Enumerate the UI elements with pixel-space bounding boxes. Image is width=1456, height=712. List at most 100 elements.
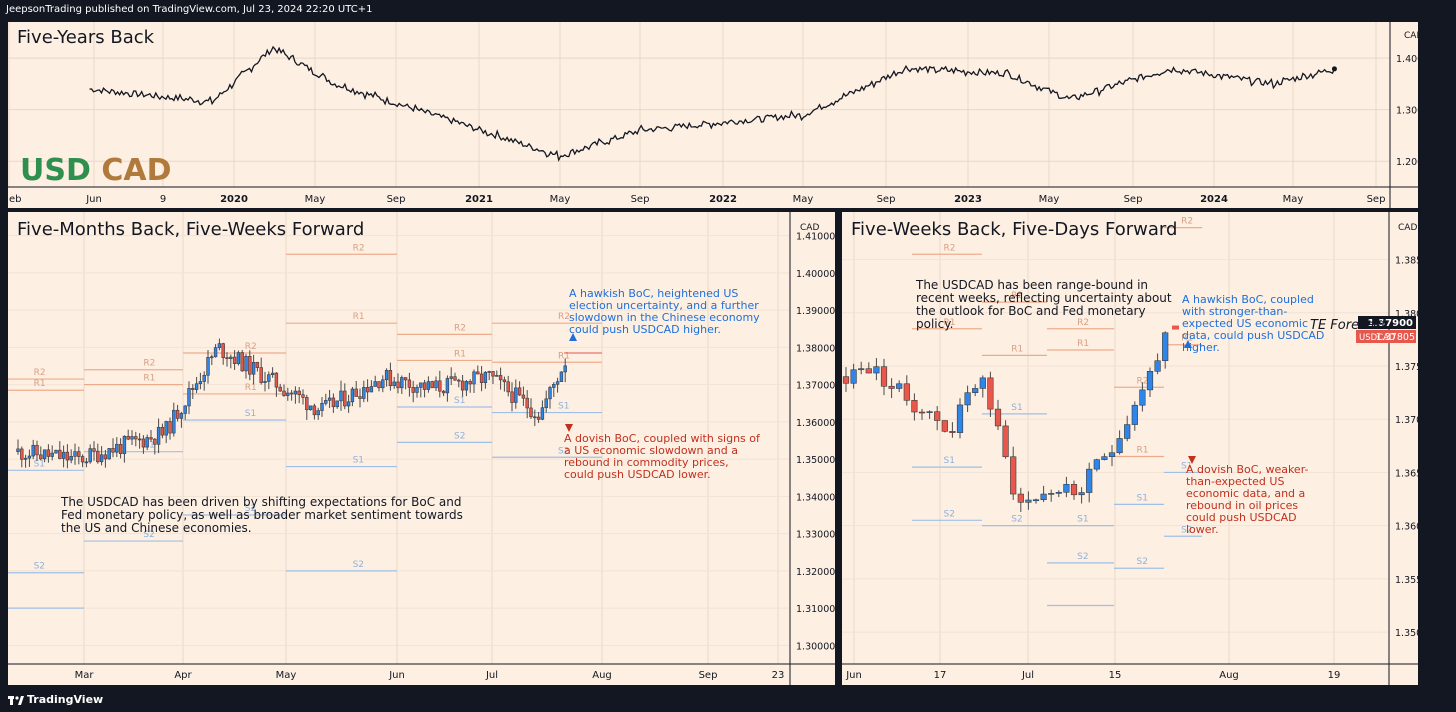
candle-down	[278, 386, 282, 392]
pivot-level-label: R2	[454, 323, 466, 333]
pivot-level-label: R1	[558, 351, 570, 361]
forecast-price-tag	[1358, 316, 1416, 329]
candle-down	[301, 394, 305, 398]
x-tick-label: Sep	[631, 194, 650, 205]
candle-down	[918, 411, 926, 414]
candle-down	[396, 381, 400, 389]
candle-down	[1070, 484, 1078, 496]
candle-down	[103, 454, 108, 460]
candle-down	[92, 448, 96, 452]
candle-up	[873, 366, 880, 374]
te-forecast-label: TE Forecast	[1310, 318, 1387, 333]
candle-up	[194, 383, 199, 390]
x-tick-label: Jul	[485, 670, 498, 681]
cad-logo-text: CAD	[101, 153, 172, 188]
pivot-level-label: S1	[143, 441, 154, 451]
candle-up	[183, 405, 187, 414]
price-line	[89, 45, 1335, 162]
pivot-level-label: R1	[454, 349, 466, 359]
candle-up	[449, 376, 453, 379]
x-tick-label: Jul	[1021, 670, 1034, 681]
candle-up	[286, 392, 290, 396]
pivot-level-label: S2	[1181, 525, 1192, 535]
candle-up	[16, 448, 20, 452]
candle-down	[282, 390, 286, 396]
candle-down	[441, 390, 446, 394]
candle-up	[544, 398, 548, 409]
x-tick-label: 2020	[220, 194, 248, 205]
candle-down	[468, 381, 472, 385]
pivot-level-label: S1	[558, 402, 569, 412]
pivot-level-label: R1	[353, 312, 365, 322]
candle-up	[514, 387, 518, 403]
candle-down	[65, 451, 70, 461]
candle-up	[956, 404, 964, 433]
candle-up	[1154, 360, 1161, 372]
candle-up	[850, 369, 857, 384]
y-tick-label: 1.35500	[1395, 575, 1418, 586]
candle-down	[77, 451, 81, 457]
candle-down	[221, 343, 225, 358]
candle-up	[1093, 459, 1100, 470]
x-tick-label: Aug	[1219, 670, 1239, 681]
candle-down	[259, 367, 263, 383]
candle-up	[1040, 493, 1047, 501]
y-tick-label: 1.37000	[796, 381, 835, 392]
five-years-chart: eb Jun 9 2020 May Sep 2021 May Sep 2022 May Sep 2023…	[8, 22, 1418, 208]
pivot-level-label: R2	[34, 368, 46, 378]
y-tick-label: 1.31000	[796, 604, 835, 615]
last-price-value: 1.37805	[1376, 332, 1415, 343]
candle-up	[926, 411, 933, 413]
y-tick-label: 1.38500	[1395, 256, 1418, 267]
candle-up	[1086, 468, 1093, 493]
five-weeks-panel[interactable]: R2 R1 S1 S2 R2 R1 S1 S2 R2 R1 S1 S2 R2 R1 S1 S2 R2 R1 S1 S2…	[842, 212, 1418, 685]
candle-down	[525, 397, 529, 409]
candle-down	[880, 366, 888, 387]
candle-up	[99, 454, 104, 463]
candle-up	[179, 413, 184, 419]
pivot-level-label: R2	[558, 312, 570, 322]
candle-up	[1108, 452, 1116, 457]
x-tick-label: Mar	[75, 670, 95, 681]
five-years-panel[interactable]: eb Jun 9 2020 May Sep 2021 May Sep 2022 May Sep 2023…	[8, 22, 1418, 208]
candle-down	[96, 450, 100, 463]
forecast-price-value: 1.37900	[1367, 318, 1413, 329]
x-tick-label: Sep	[1367, 194, 1386, 205]
candle-up	[1063, 484, 1070, 493]
pivot-level-label: S1	[353, 456, 364, 466]
candle-down	[842, 376, 850, 384]
y-tick-label: 1.20000	[1396, 157, 1418, 168]
candle-up	[392, 381, 396, 387]
pivot-level-label: R2	[1181, 217, 1193, 227]
candle-up	[559, 371, 564, 382]
candle-up	[419, 382, 423, 388]
y-tick-label: 1.30000	[796, 641, 835, 652]
candle-up	[327, 397, 332, 401]
candle-up	[23, 457, 28, 460]
candle-up	[1032, 499, 1040, 502]
market-note: The USDCAD has been driven by shifting e…	[61, 495, 463, 535]
candle-down	[377, 381, 381, 389]
candle-down	[438, 380, 442, 392]
panel-title: Five-Weeks Back, Five-Days Forward	[851, 219, 1178, 240]
pivot-level-label: S2	[1137, 557, 1148, 567]
candle-down	[354, 388, 358, 397]
candle-down	[289, 392, 294, 395]
x-tick-label: 23	[772, 670, 785, 681]
x-tick-label: 9	[160, 194, 166, 205]
candle-down	[153, 438, 157, 445]
candle-down	[274, 372, 279, 388]
five-months-panel[interactable]: R2 R1 S1 S2 R2 R1 S1 S2 R2 R1 S1 S2 R2 R1 S1 S2 R2 R1 S1 S2…	[8, 212, 835, 685]
candle-up	[84, 461, 89, 464]
y-tick-label: 1.33000	[796, 530, 835, 541]
pivot-level-label: S1	[1077, 515, 1088, 525]
x-tick-label: Apr	[174, 670, 192, 681]
candle-down	[255, 361, 260, 368]
candle-up	[495, 375, 499, 377]
candle-up	[445, 378, 450, 394]
y-tick-label: 1.37000	[1395, 415, 1418, 426]
candle-up	[164, 421, 168, 436]
candle-up	[1139, 389, 1146, 406]
candle-down	[411, 387, 415, 393]
candle-up	[137, 438, 142, 441]
